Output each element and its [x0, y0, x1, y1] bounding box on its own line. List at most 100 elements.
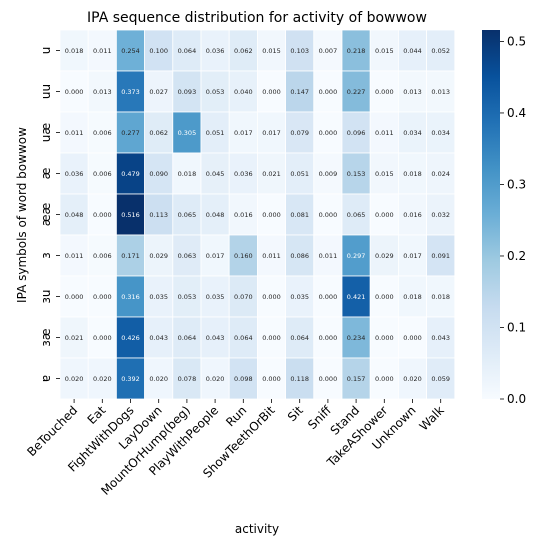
heatmap-cell [228, 357, 258, 400]
heatmap-cell [144, 275, 174, 318]
cell-value-label: 0.053 [178, 293, 197, 301]
cell-value-label: 0.000 [262, 334, 281, 342]
cell-value-label: 0.036 [234, 170, 253, 178]
cell-value-label: 0.011 [319, 252, 338, 260]
cell-value-label: 0.043 [149, 334, 168, 342]
heatmap-cell [256, 111, 286, 154]
cell-value-label: 0.063 [178, 252, 197, 260]
x-tick-label: Sit [285, 403, 306, 424]
cell-value-label: 0.000 [375, 88, 394, 96]
heatmap-cell [228, 70, 258, 113]
heatmap-cell [397, 70, 427, 113]
cell-value-label: 0.011 [65, 252, 84, 260]
cell-value-label: 0.153 [347, 170, 366, 178]
cell-value-label: 0.064 [290, 334, 309, 342]
cell-value-label: 0.070 [234, 293, 253, 301]
cell-value-label: 0.006 [93, 170, 112, 178]
cell-value-label: 0.006 [93, 252, 112, 260]
heatmap-cell [200, 316, 230, 359]
cell-value-label: 0.000 [319, 334, 338, 342]
heatmap-cell [285, 70, 315, 113]
cell-value-label: 0.000 [93, 293, 112, 301]
cell-value-label: 0.020 [403, 375, 422, 383]
heatmap-cell [116, 152, 146, 195]
cell-value-label: 0.013 [93, 88, 112, 96]
heatmap-cell [426, 234, 456, 277]
cell-value-label: 0.118 [290, 375, 309, 383]
cell-value-label: 0.018 [403, 293, 422, 301]
heatmap-cell [59, 275, 89, 318]
cell-value-label: 0.020 [65, 375, 84, 383]
heatmap-cell [369, 234, 399, 277]
colorbar-tick-label: 0.0 [507, 392, 526, 406]
heatmap-cell [341, 234, 371, 277]
heatmap-cell [426, 152, 456, 195]
cell-value-label: 0.421 [347, 293, 366, 301]
cell-value-label: 0.000 [262, 211, 281, 219]
cell-value-label: 0.000 [375, 334, 394, 342]
cell-value-label: 0.035 [149, 293, 168, 301]
heatmap-cell [144, 152, 174, 195]
cell-value-label: 0.113 [149, 211, 168, 219]
cell-value-label: 0.034 [403, 129, 422, 137]
cell-value-label: 0.277 [121, 129, 140, 137]
cell-value-label: 0.392 [121, 375, 140, 383]
heatmap-cell [426, 275, 456, 318]
cell-value-label: 0.479 [121, 170, 140, 178]
cell-value-label: 0.051 [206, 129, 225, 137]
cell-value-label: 0.017 [262, 129, 281, 137]
heatmap-cell [256, 234, 286, 277]
heatmap-cell [144, 316, 174, 359]
x-axis-label: activity [235, 522, 279, 536]
heatmap-cell [397, 152, 427, 195]
cell-value-label: 0.297 [347, 252, 366, 260]
y-tick-label: u [39, 47, 53, 55]
heatmap-cell [256, 70, 286, 113]
heatmap-cell [59, 316, 89, 359]
cell-value-label: 0.062 [234, 47, 253, 55]
heatmap-cell [369, 29, 399, 72]
heatmap-cell [426, 70, 456, 113]
cell-value-label: 0.021 [65, 334, 84, 342]
cell-value-label: 0.064 [234, 334, 253, 342]
heatmap-cell [172, 316, 202, 359]
cell-value-label: 0.000 [93, 211, 112, 219]
heatmap-cell [369, 357, 399, 400]
x-tick-label: Walk [417, 403, 447, 433]
cell-value-label: 0.305 [178, 129, 197, 137]
cell-value-label: 0.000 [319, 129, 338, 137]
heatmap-cell [116, 234, 146, 277]
cell-value-label: 0.053 [206, 88, 225, 96]
cell-value-label: 0.081 [290, 211, 309, 219]
cell-value-label: 0.090 [149, 170, 168, 178]
heatmap-cell [426, 357, 456, 400]
cell-value-label: 0.011 [93, 47, 112, 55]
cell-value-label: 0.000 [262, 293, 281, 301]
cell-value-label: 0.048 [206, 211, 225, 219]
y-tick-label: ɜu [39, 290, 53, 304]
heatmap-cell [228, 316, 258, 359]
cell-value-label: 0.516 [121, 211, 140, 219]
x-tick-labels: BeTouched EatFightWithDogsLayDownMountOrH… [24, 399, 447, 498]
heatmap-cell [397, 193, 427, 236]
colorbar [482, 30, 500, 399]
heatmap-cell [87, 70, 117, 113]
heatmap-cell [426, 193, 456, 236]
cell-value-label: 0.035 [206, 293, 225, 301]
cell-value-label: 0.027 [149, 88, 168, 96]
cell-value-label: 0.011 [375, 129, 394, 137]
cell-value-label: 0.000 [403, 334, 422, 342]
cell-value-label: 0.051 [290, 170, 309, 178]
cell-value-label: 0.021 [262, 170, 281, 178]
x-tick-label: BeTouched [24, 403, 80, 459]
heatmap-cell [172, 70, 202, 113]
y-tick-label: uu [39, 84, 53, 99]
heatmap-cell [87, 29, 117, 72]
chart-title: IPA sequence distribution for activity o… [87, 10, 427, 26]
cell-value-label: 0.043 [206, 334, 225, 342]
heatmap-cell [87, 234, 117, 277]
heatmap-cell [369, 316, 399, 359]
cell-value-label: 0.013 [431, 88, 450, 96]
heatmap-cell [116, 357, 146, 400]
